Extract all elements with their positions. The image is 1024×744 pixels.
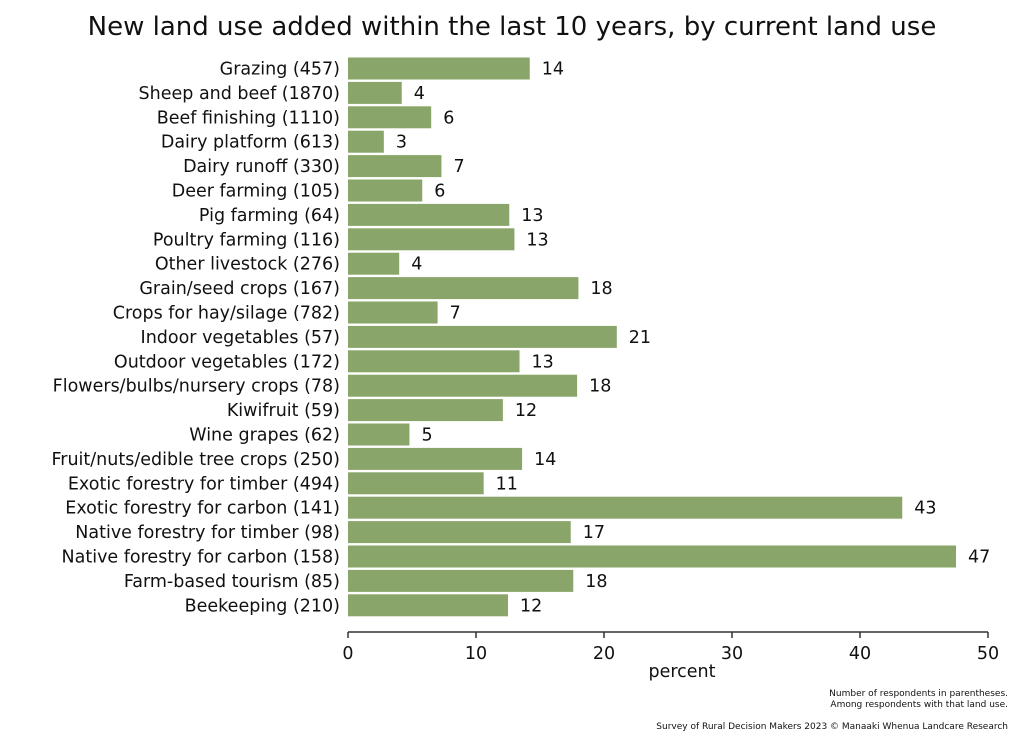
bar bbox=[348, 521, 571, 544]
x-tick-label: 30 bbox=[721, 644, 743, 664]
x-tick-label: 50 bbox=[977, 644, 999, 664]
bar bbox=[348, 179, 423, 202]
value-label: 17 bbox=[583, 523, 605, 543]
category-label: Sheep and beef (1870) bbox=[139, 84, 340, 104]
value-label: 14 bbox=[542, 60, 564, 80]
category-label: Pig farming (64) bbox=[199, 206, 340, 226]
value-label: 18 bbox=[589, 377, 611, 397]
value-label: 6 bbox=[434, 182, 445, 202]
category-label: Wine grapes (62) bbox=[189, 426, 340, 446]
value-label: 11 bbox=[496, 474, 518, 494]
bar bbox=[348, 569, 574, 592]
bar bbox=[348, 106, 432, 129]
value-label: 13 bbox=[532, 352, 554, 372]
value-label: 5 bbox=[421, 426, 432, 446]
bar bbox=[348, 545, 956, 568]
category-label: Native forestry for carbon (158) bbox=[62, 548, 340, 568]
category-label: Dairy platform (613) bbox=[161, 133, 340, 153]
bar bbox=[348, 472, 484, 495]
value-label: 43 bbox=[914, 499, 936, 519]
category-label: Kiwifruit (59) bbox=[227, 401, 340, 421]
bar bbox=[348, 228, 515, 251]
bar bbox=[348, 130, 384, 153]
x-tick-label: 10 bbox=[465, 644, 487, 664]
bar bbox=[348, 252, 400, 275]
category-label: Exotic forestry for carbon (141) bbox=[65, 499, 340, 519]
value-label: 14 bbox=[534, 450, 556, 470]
value-label: 13 bbox=[526, 230, 548, 250]
category-label: Outdoor vegetables (172) bbox=[114, 352, 340, 372]
category-label: Beef finishing (1110) bbox=[157, 108, 340, 128]
category-label: Indoor vegetables (57) bbox=[141, 328, 340, 348]
note-among: Among respondents with that land use. bbox=[830, 700, 1008, 710]
category-label: Farm-based tourism (85) bbox=[124, 572, 340, 592]
value-label: 12 bbox=[520, 596, 542, 616]
bar bbox=[348, 374, 578, 397]
category-label: Grazing (457) bbox=[220, 60, 340, 80]
value-label: 7 bbox=[453, 157, 464, 177]
bar bbox=[348, 301, 438, 324]
category-label: Other livestock (276) bbox=[155, 255, 340, 275]
value-label: 21 bbox=[629, 328, 651, 348]
bar bbox=[348, 325, 617, 348]
value-label: 12 bbox=[515, 401, 537, 421]
category-label: Exotic forestry for timber (494) bbox=[68, 474, 340, 494]
value-label: 47 bbox=[968, 548, 990, 568]
bar bbox=[348, 57, 530, 80]
value-label: 13 bbox=[521, 206, 543, 226]
bar bbox=[348, 496, 903, 519]
category-label: Beekeeping (210) bbox=[185, 596, 340, 616]
value-label: 3 bbox=[396, 133, 407, 153]
category-label: Poultry farming (116) bbox=[153, 230, 340, 250]
bar bbox=[348, 81, 402, 104]
value-label: 18 bbox=[585, 572, 607, 592]
x-axis-title: percent bbox=[648, 662, 715, 682]
bar bbox=[348, 423, 410, 446]
x-tick-label: 20 bbox=[593, 644, 615, 664]
category-label: Native forestry for timber (98) bbox=[75, 523, 340, 543]
value-label: 7 bbox=[450, 304, 461, 324]
bars-group bbox=[348, 57, 956, 617]
note-respondents: Number of respondents in parentheses. bbox=[829, 689, 1008, 699]
bar bbox=[348, 155, 442, 178]
bar bbox=[348, 203, 510, 226]
category-label: Grain/seed crops (167) bbox=[139, 279, 340, 299]
x-tick-label: 0 bbox=[342, 644, 353, 664]
bar bbox=[348, 447, 523, 470]
source-note: Survey of Rural Decision Makers 2023 © M… bbox=[656, 722, 1008, 732]
category-label: Flowers/bulbs/nursery crops (78) bbox=[53, 377, 340, 397]
category-label: Deer farming (105) bbox=[172, 182, 340, 202]
value-label: 4 bbox=[414, 84, 425, 104]
bar bbox=[348, 350, 520, 373]
x-tick-label: 40 bbox=[849, 644, 871, 664]
category-label: Crops for hay/silage (782) bbox=[113, 304, 340, 324]
value-label: 4 bbox=[411, 255, 422, 275]
value-label: 18 bbox=[590, 279, 612, 299]
value-label: 6 bbox=[443, 108, 454, 128]
bar bbox=[348, 277, 579, 300]
x-axis-ticks: 0 10 20 30 40 50 bbox=[342, 632, 999, 664]
category-labels: Grazing (457) Sheep and beef (1870) Beef f… bbox=[51, 60, 340, 617]
category-label: Dairy runoff (330) bbox=[183, 157, 340, 177]
chart-title: New land use added within the last 10 ye… bbox=[88, 12, 937, 42]
bar bbox=[348, 594, 508, 617]
bar bbox=[348, 399, 503, 422]
category-label: Fruit/nuts/edible tree crops (250) bbox=[51, 450, 340, 470]
